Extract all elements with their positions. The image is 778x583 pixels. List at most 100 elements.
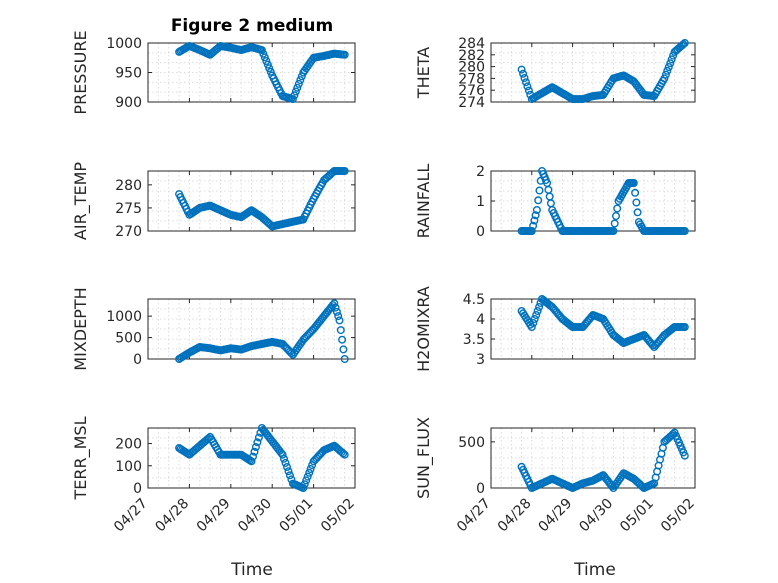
data-point — [661, 70, 670, 79]
y-tick-label: 1 — [476, 194, 485, 210]
data-point — [532, 311, 541, 320]
data-point — [332, 307, 341, 316]
data-point — [300, 480, 309, 489]
y-tick-label: 280 — [115, 178, 142, 194]
data-point — [530, 216, 539, 225]
data-point — [263, 60, 272, 69]
panel-pressure: 900 950 1000 PRESSURE — [71, 30, 356, 115]
data-point — [680, 39, 689, 48]
data-point — [527, 323, 536, 332]
panel-h2omixra: 3 3.5 4 4.5 H2OMIXRA — [414, 286, 696, 372]
data-point — [535, 186, 544, 195]
data-point — [296, 76, 305, 85]
data-point — [524, 86, 533, 95]
axes-box — [490, 298, 696, 360]
x-axis-label-left: Time — [230, 560, 273, 580]
data-point — [262, 57, 271, 66]
y-tick-label: 4.5 — [463, 292, 485, 308]
data-point — [251, 443, 260, 452]
data-point — [253, 438, 262, 447]
data-point — [266, 67, 275, 76]
data-point — [280, 454, 289, 463]
panel-air_temp: 270 275 280 AIR_TEMP — [71, 162, 356, 240]
data-point — [529, 319, 538, 328]
data-point — [632, 198, 641, 207]
data-point — [288, 95, 297, 104]
y-tick-label: 284 — [458, 36, 485, 52]
data-point — [260, 53, 269, 62]
data-point — [631, 188, 640, 197]
y-tick-label: 282 — [458, 48, 485, 64]
data-point — [259, 49, 268, 58]
y-tick-label: 0 — [476, 481, 485, 497]
data-point — [532, 205, 541, 214]
y-tick-label: 270 — [115, 224, 142, 240]
data-point — [306, 465, 315, 474]
data-point — [609, 226, 618, 235]
data-point — [663, 66, 672, 75]
data-point — [612, 211, 621, 220]
data-point — [340, 50, 349, 59]
data-point — [250, 447, 259, 456]
data-point — [281, 458, 290, 467]
data-point — [535, 303, 544, 312]
axes-box — [147, 170, 356, 232]
data-point — [680, 451, 689, 460]
data-point — [305, 468, 314, 477]
panel-rainfall: 0 1 2 RAINFALL — [414, 164, 696, 240]
axes-box — [147, 298, 356, 360]
axes-box — [490, 427, 696, 489]
data-point — [660, 74, 669, 83]
data-point — [339, 449, 348, 458]
data-point — [533, 307, 542, 316]
data-point — [517, 65, 526, 74]
data-point — [610, 219, 619, 228]
y-tick-label: 274 — [458, 95, 485, 111]
data-point — [294, 79, 303, 88]
x-axis-label-right: Time — [573, 560, 616, 580]
y-tick-label: 950 — [115, 66, 142, 82]
data-point — [335, 316, 344, 325]
data-point — [633, 208, 642, 217]
data-point — [336, 326, 345, 335]
data-point — [303, 472, 312, 481]
axes-box — [490, 42, 696, 103]
data-point — [666, 59, 675, 68]
data-point — [530, 315, 539, 324]
y-axis-label: MIXDEPTH — [71, 287, 90, 370]
data-point — [679, 40, 688, 49]
y-axis-label: THETA — [414, 47, 433, 99]
data-point — [527, 226, 536, 235]
data-point — [607, 482, 616, 491]
data-point — [339, 345, 348, 354]
y-tick-label: 0 — [133, 481, 142, 497]
data-point — [257, 46, 266, 55]
data-point — [613, 204, 622, 213]
y-tick-label: 1000 — [106, 36, 142, 52]
y-axis-label: H2OMIXRA — [414, 286, 433, 372]
data-point — [338, 335, 347, 344]
data-point — [680, 226, 689, 235]
data-point — [284, 467, 293, 476]
y-axis-label: PRESSURE — [71, 30, 90, 114]
y-tick-label: 2 — [476, 164, 485, 180]
data-point — [340, 355, 349, 364]
data-point — [291, 87, 300, 96]
y-tick-label: 0 — [476, 224, 485, 240]
data-point — [254, 433, 263, 442]
data-point — [331, 303, 340, 312]
y-axis-label: RAINFALL — [414, 164, 433, 239]
y-tick-label: 278 — [458, 71, 485, 87]
y-tick-label: 280 — [458, 60, 485, 76]
data-point — [302, 476, 311, 485]
data-point — [285, 471, 294, 480]
y-tick-label: 500 — [458, 435, 485, 451]
y-tick-label: 3.5 — [463, 332, 485, 348]
data-point — [340, 166, 349, 175]
data-point — [340, 450, 349, 459]
data-point — [531, 211, 540, 220]
data-point — [667, 55, 676, 64]
y-axis-label: SUN_FLUX — [414, 417, 434, 499]
